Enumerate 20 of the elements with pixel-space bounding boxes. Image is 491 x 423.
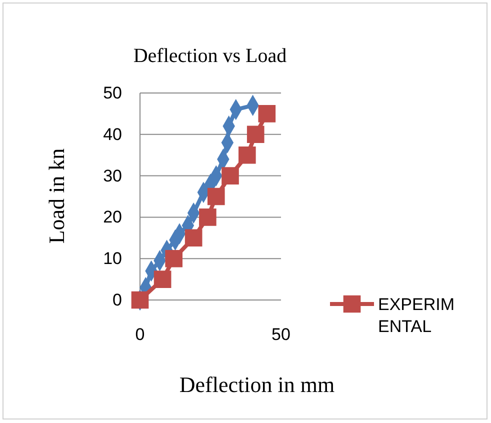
y-tick-label: 0 xyxy=(112,290,122,310)
y-tick-label: 30 xyxy=(103,166,122,186)
chart-title: Deflection vs Load xyxy=(133,45,287,67)
y-tick-label: 10 xyxy=(103,249,122,268)
point xyxy=(258,105,276,122)
point xyxy=(246,126,264,144)
point xyxy=(222,167,239,184)
y-tick-label: 20 xyxy=(103,208,122,227)
point xyxy=(154,270,172,288)
y-tick-label: 40 xyxy=(103,124,122,144)
y-tick-label: 50 xyxy=(103,83,122,102)
point xyxy=(238,146,256,164)
point xyxy=(131,291,149,309)
x-axis-title: Deflection in mm xyxy=(179,372,335,397)
point xyxy=(165,250,182,268)
point xyxy=(184,229,202,247)
legend-label: EXPERIMENTAL xyxy=(378,295,455,336)
point xyxy=(207,188,225,206)
y-axis-title: Load in kn xyxy=(44,148,69,244)
point xyxy=(199,208,216,226)
